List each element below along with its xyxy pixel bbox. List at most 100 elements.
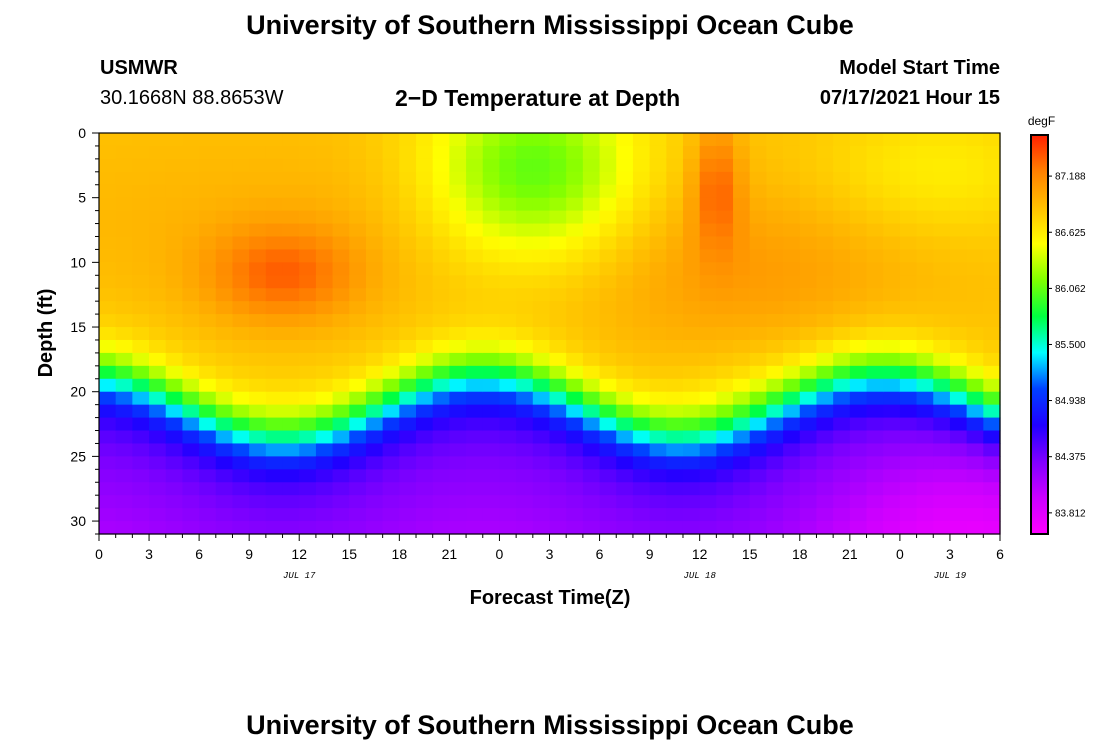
heatmap-cell <box>866 327 884 341</box>
heatmap-cell <box>849 301 868 315</box>
heatmap-cell <box>232 378 250 393</box>
heatmap-cell <box>199 145 217 160</box>
heatmap-cell <box>566 456 584 470</box>
heatmap-cell <box>265 352 284 367</box>
heatmap-cell <box>315 236 334 251</box>
heatmap-cell <box>132 456 150 470</box>
heatmap-cell <box>833 301 851 315</box>
heatmap-cell <box>432 391 450 406</box>
heatmap-cell <box>833 133 851 147</box>
heatmap-cell <box>315 339 334 354</box>
heatmap-cell <box>632 210 651 225</box>
heatmap-cell <box>99 456 117 470</box>
heatmap-cell <box>215 443 234 457</box>
heatmap-cell <box>399 314 417 328</box>
heatmap-cell <box>549 417 567 432</box>
heatmap-cell <box>199 301 217 315</box>
heatmap-cell <box>833 339 851 354</box>
heatmap-cell <box>966 430 984 445</box>
x-date-label: JUL 19 <box>934 571 967 581</box>
heatmap-cell <box>916 365 934 380</box>
heatmap-cell <box>599 521 617 535</box>
heatmap-cell <box>99 327 117 341</box>
heatmap-cell <box>949 314 968 328</box>
heatmap-cell <box>566 391 584 406</box>
heatmap-cell <box>332 249 350 263</box>
heatmap-cell <box>716 521 734 535</box>
heatmap-cell <box>132 314 150 328</box>
heatmap-cell <box>549 365 567 380</box>
heatmap-cell <box>833 223 851 238</box>
heatmap-cell <box>582 417 601 432</box>
heatmap-cell <box>816 171 834 186</box>
heatmap-cell <box>916 327 934 341</box>
heatmap-cell <box>399 288 417 302</box>
heatmap-cell <box>933 391 951 406</box>
heatmap-cell <box>599 391 617 406</box>
colorbar: degF87.18886.62586.06285.50084.93884.375… <box>1028 114 1086 535</box>
heatmap-cell <box>833 404 851 419</box>
heatmap-cell <box>883 456 901 470</box>
heatmap-cell <box>115 249 133 263</box>
heatmap-cell <box>132 236 150 251</box>
heatmap-cell <box>215 417 234 432</box>
heatmap-cell <box>99 339 117 354</box>
heatmap-cell <box>165 404 184 419</box>
heatmap-cell <box>349 327 367 341</box>
heatmap-cell <box>382 249 400 263</box>
heatmap-cell <box>766 301 784 315</box>
heatmap-cell <box>599 171 617 186</box>
heatmap-cell <box>666 378 684 393</box>
heatmap-cell <box>949 262 968 276</box>
heatmap-cell <box>866 288 884 302</box>
heatmap-cell <box>332 262 350 276</box>
heatmap-cell <box>499 417 517 432</box>
x-date-label: JUL 18 <box>683 571 716 581</box>
heatmap-cell <box>916 508 934 522</box>
heatmap-cell <box>499 365 517 380</box>
heatmap-cell <box>582 301 601 315</box>
heatmap-cell <box>933 210 951 225</box>
heatmap-cell <box>349 430 367 445</box>
heatmap-cell <box>682 314 701 328</box>
heatmap-cell <box>883 495 901 509</box>
heatmap-cell <box>849 184 868 199</box>
heatmap-cell <box>783 197 801 212</box>
heatmap-cell <box>716 495 734 509</box>
heatmap-cell <box>182 391 200 406</box>
heatmap-cell <box>649 236 667 251</box>
heatmap-cell <box>833 365 851 380</box>
heatmap-cell <box>482 417 501 432</box>
heatmap-cell <box>432 171 450 186</box>
heatmap-cell <box>449 223 467 238</box>
heatmap-cell <box>532 275 551 289</box>
heatmap-cell <box>566 404 584 419</box>
heatmap-cell <box>783 288 801 302</box>
heatmap-cell <box>199 249 217 263</box>
heatmap-cell <box>282 404 300 419</box>
heatmap-cell <box>282 197 300 212</box>
heatmap-cell <box>749 158 768 173</box>
heatmap-cell <box>616 262 634 276</box>
heatmap-cell <box>99 197 117 212</box>
heatmap-cell <box>265 521 284 535</box>
heatmap-cell <box>199 133 217 147</box>
heatmap-cell <box>499 133 517 147</box>
heatmap-cell <box>733 184 751 199</box>
heatmap-cell <box>132 184 150 199</box>
heatmap-cell <box>115 314 133 328</box>
heatmap-cell <box>866 417 884 432</box>
heatmap-cell <box>649 171 667 186</box>
heatmap-cell <box>666 430 684 445</box>
heatmap-cell <box>566 301 584 315</box>
heatmap-cell <box>866 249 884 263</box>
heatmap-cell <box>549 469 567 483</box>
heatmap-cell <box>749 249 768 263</box>
colorbar-tick-label: 85.500 <box>1055 340 1086 351</box>
heatmap-cell <box>582 521 601 535</box>
heatmap-cell <box>299 145 317 160</box>
heatmap-cell <box>466 184 484 199</box>
heatmap-cell <box>682 508 701 522</box>
heatmap-cell <box>416 352 434 367</box>
heatmap-cell <box>282 391 300 406</box>
